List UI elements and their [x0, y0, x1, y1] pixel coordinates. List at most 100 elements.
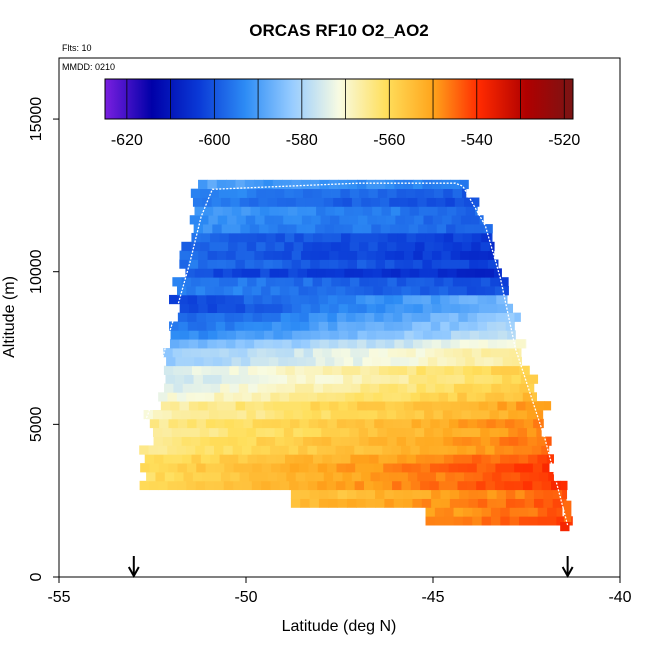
heatmap-cell — [468, 321, 479, 331]
heatmap-cell — [401, 286, 412, 296]
heatmap-cell — [387, 232, 398, 243]
heatmap-cell — [319, 250, 330, 260]
heatmap-cell — [420, 286, 430, 296]
heatmap-cell — [198, 330, 209, 340]
heatmap-cell — [456, 206, 467, 216]
heatmap-cell — [299, 294, 310, 305]
heatmap-cell — [182, 383, 193, 393]
heatmap-cell — [413, 401, 424, 411]
heatmap-cell — [382, 445, 393, 455]
heatmap-cell — [497, 303, 508, 314]
heatmap-cell — [169, 321, 179, 331]
heatmap-cell — [356, 294, 366, 305]
heatmap-cell — [234, 294, 245, 305]
heatmap-cell — [242, 392, 253, 402]
heatmap-cell — [426, 197, 437, 207]
heatmap-cell — [443, 454, 454, 464]
heatmap-cell — [429, 463, 440, 473]
heatmap-cell — [330, 427, 341, 437]
heatmap-cell — [530, 374, 539, 384]
heatmap-cell — [449, 418, 459, 429]
heatmap-cell — [291, 250, 302, 260]
heatmap-cell — [237, 436, 248, 446]
heatmap-cell — [303, 232, 314, 243]
heatmap-cell — [158, 480, 169, 491]
heatmap-cell — [214, 286, 225, 296]
heatmap-cell — [471, 348, 482, 358]
heatmap-cell — [440, 489, 451, 499]
heatmap-cell — [333, 374, 344, 384]
heatmap-cell — [419, 445, 430, 455]
heatmap-cell — [409, 206, 420, 216]
heatmap-cell — [207, 303, 218, 314]
heatmap-cell — [275, 348, 286, 358]
heatmap-cell — [268, 356, 279, 367]
heatmap-cell — [400, 268, 411, 278]
heatmap-cell — [216, 259, 227, 269]
heatmap-cell — [173, 383, 184, 393]
heatmap-cell — [375, 489, 385, 499]
heatmap-cell — [149, 463, 160, 473]
heatmap-cell — [451, 215, 462, 225]
heatmap-cell — [289, 463, 300, 473]
heatmap-cell — [263, 339, 274, 349]
heatmap-cell — [226, 303, 237, 314]
heatmap-cell — [528, 516, 539, 526]
heatmap-cell — [365, 498, 376, 508]
heatmap-cell — [382, 392, 393, 402]
heatmap-cell — [197, 321, 207, 331]
heatmap-cell — [488, 401, 498, 411]
heatmap-cell — [396, 436, 407, 446]
heatmap-cell — [389, 224, 400, 234]
heatmap-cell — [289, 392, 299, 402]
heatmap-cell — [425, 365, 436, 375]
heatmap-cell — [181, 410, 191, 420]
heatmap-cell — [506, 339, 517, 349]
heatmap-cell — [268, 374, 279, 384]
heatmap-cell — [449, 321, 460, 331]
heatmap-cell — [228, 436, 239, 446]
heatmap-cell — [190, 427, 201, 437]
heatmap-cell — [560, 480, 568, 491]
heatmap-cell — [282, 259, 292, 269]
heatmap-cell — [477, 498, 488, 508]
heatmap-cell — [222, 268, 233, 278]
heatmap-cell — [170, 330, 181, 340]
heatmap-cell — [169, 339, 180, 349]
heatmap-cell — [504, 463, 515, 473]
heatmap-cell — [324, 224, 335, 234]
heatmap-cell — [392, 286, 402, 296]
heatmap-cell — [525, 401, 536, 411]
heatmap-cell — [282, 401, 293, 411]
heatmap-cell — [387, 436, 398, 446]
heatmap-cell — [424, 188, 435, 198]
heatmap-cell — [220, 365, 230, 375]
heatmap-cell — [205, 463, 216, 473]
heatmap-cell — [235, 259, 246, 269]
heatmap-cell — [537, 516, 548, 526]
heatmap-cell — [462, 232, 473, 243]
heatmap-cell — [375, 401, 386, 411]
heatmap-cell — [341, 383, 352, 393]
heatmap-cell — [484, 268, 495, 278]
heatmap-cell — [509, 454, 520, 464]
heatmap-cell — [301, 401, 311, 411]
heatmap-cell — [460, 215, 471, 225]
heatmap-cell — [352, 374, 363, 384]
heatmap-cell — [449, 312, 459, 322]
heatmap-cell — [139, 480, 150, 491]
heatmap-cell — [227, 215, 237, 225]
heatmap-cell — [301, 215, 312, 225]
heatmap-cell — [407, 471, 418, 482]
heatmap-cell — [479, 215, 484, 225]
heatmap-cell — [488, 303, 498, 314]
heatmap-cell — [226, 259, 236, 269]
heatmap-cell — [397, 365, 408, 375]
heatmap-cell — [239, 197, 250, 207]
heatmap-cell — [476, 392, 486, 402]
heatmap-cell — [489, 410, 500, 420]
heatmap-cell — [208, 215, 219, 225]
heatmap-cell — [532, 392, 537, 402]
heatmap-cell — [310, 330, 321, 340]
heatmap-cell — [223, 445, 234, 455]
